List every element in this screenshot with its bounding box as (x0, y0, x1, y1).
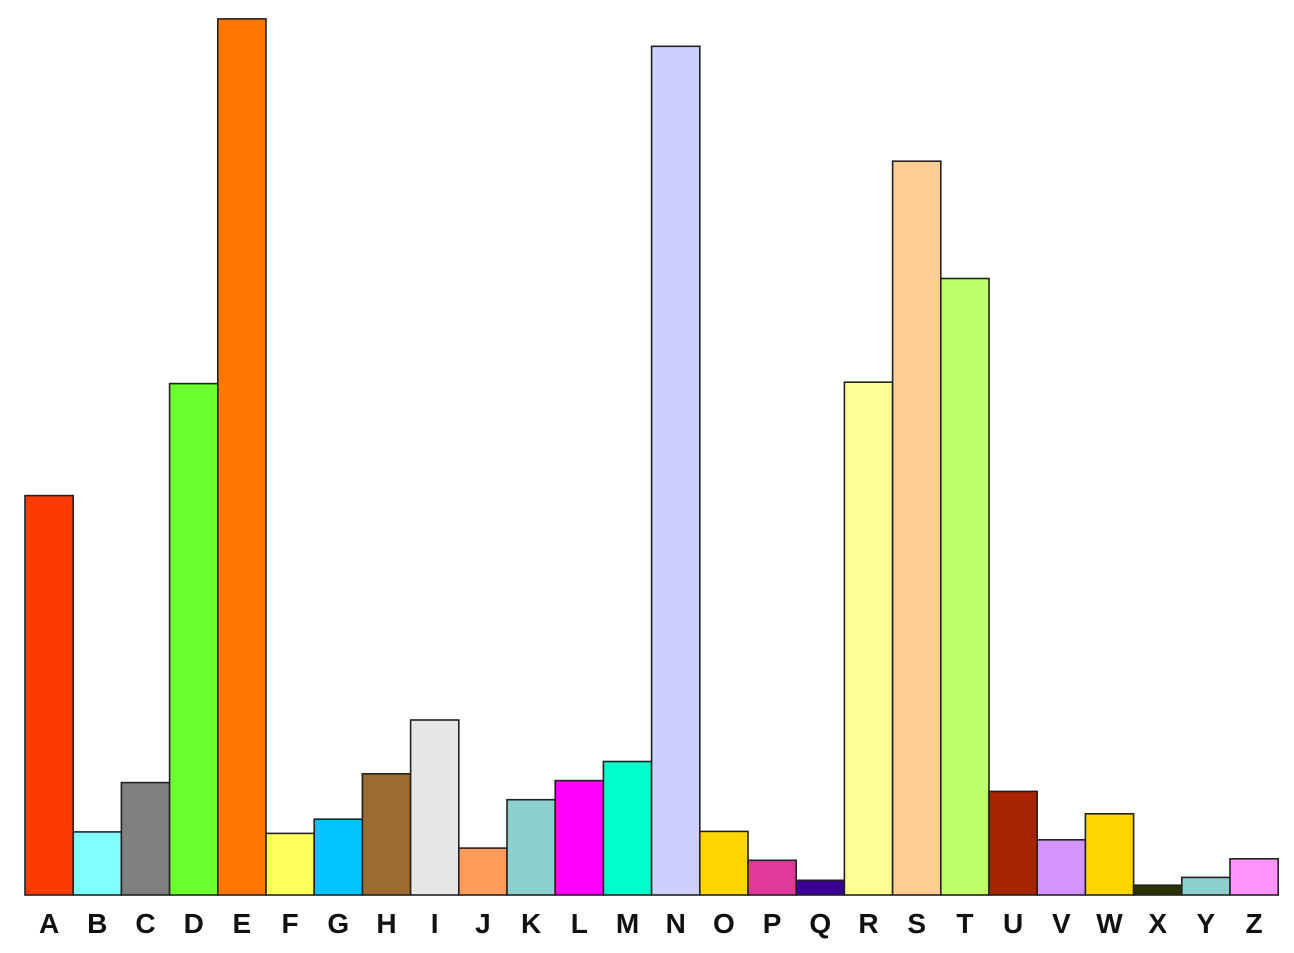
x-tick-label-e: E (233, 908, 252, 939)
x-tick-label-j: J (475, 908, 491, 939)
bar-b (72, 831, 123, 896)
x-tick-label-g: G (327, 908, 349, 939)
bar-h (361, 772, 412, 896)
bar-k (506, 798, 557, 896)
x-tick-label-y: Y (1197, 908, 1216, 939)
bar-l (554, 779, 605, 896)
bars-layer (24, 18, 1280, 896)
bar-m (602, 760, 653, 896)
bar-c (120, 781, 171, 896)
bar-w (1084, 812, 1135, 896)
x-tick-label-k: K (521, 908, 541, 939)
bar-e (217, 18, 267, 896)
x-tick-label-u: U (1003, 908, 1023, 939)
bar-x (1132, 884, 1183, 896)
x-tick-label-f: F (282, 908, 299, 939)
bar-n (650, 45, 701, 896)
x-tick-label-a: A (39, 908, 59, 939)
bar-u (988, 790, 1039, 896)
x-tick-label-h: H (376, 908, 396, 939)
x-tick-label-r: R (858, 908, 878, 939)
bar-r (843, 381, 894, 896)
x-tick-label-d: D (184, 908, 204, 939)
x-tick-label-n: N (666, 908, 686, 939)
bar-a (24, 494, 75, 896)
x-tick-label-o: O (713, 908, 735, 939)
x-tick-label-t: T (956, 908, 973, 939)
bar-z (1229, 857, 1280, 896)
bar-i (409, 719, 460, 896)
x-tick-label-w: W (1096, 908, 1123, 939)
bar-f (265, 832, 316, 896)
x-tick-label-z: Z (1246, 908, 1263, 939)
x-tick-label-m: M (616, 908, 639, 939)
bar-d (168, 382, 219, 896)
bar-j (457, 847, 508, 896)
x-tick-label-s: S (907, 908, 926, 939)
x-tick-label-i: I (431, 908, 439, 939)
bar-o (698, 830, 749, 896)
bar-q (795, 879, 846, 896)
x-tick-label-x: X (1148, 908, 1167, 939)
bar-g (313, 818, 364, 896)
bar-t (939, 277, 990, 896)
bar-p (747, 859, 798, 896)
bar-y (1181, 876, 1231, 896)
x-tick-label-c: C (135, 908, 155, 939)
x-tick-label-p: P (763, 908, 782, 939)
bar-s (891, 160, 942, 896)
x-tick-label-v: V (1052, 908, 1071, 939)
x-tick-label-l: L (571, 908, 588, 939)
x-tick-label-b: B (87, 908, 107, 939)
bar-v (1036, 838, 1087, 896)
x-tick-label-q: Q (809, 908, 831, 939)
